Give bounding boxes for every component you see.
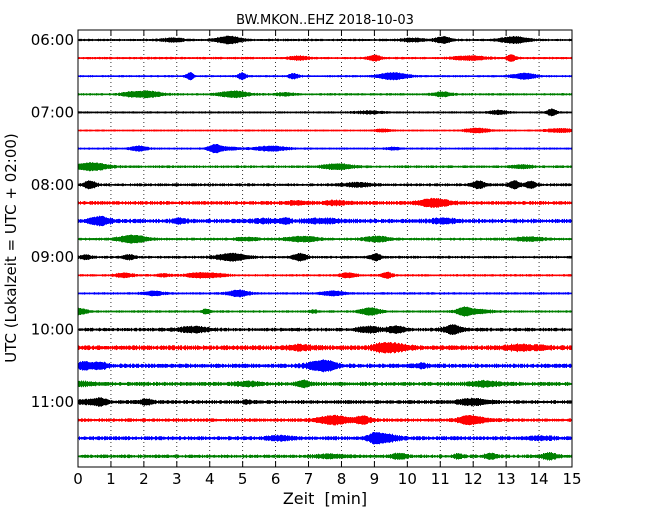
y-tick-label: 06:00	[31, 31, 74, 49]
x-tick-label: 7	[304, 470, 314, 488]
x-tick-label: 0	[73, 470, 83, 488]
x-tick-label: 10	[398, 470, 417, 488]
y-tick-label: 07:00	[31, 103, 74, 121]
trace-group	[78, 35, 572, 461]
x-tick-label: 1	[106, 470, 116, 488]
y-axis-label: UTC (Lokalzeit = UTC + 02:00)	[2, 133, 20, 363]
grid-lines	[110, 30, 540, 467]
x-axis-label: Zeit [min]	[283, 489, 367, 508]
x-tick-label: 14	[530, 470, 549, 488]
x-tick-label: 13	[497, 470, 516, 488]
y-tick-label: 08:00	[31, 176, 74, 194]
y-tick-label: 11:00	[31, 393, 74, 411]
x-tick-label: 9	[370, 470, 380, 488]
x-tick-label: 11	[431, 470, 450, 488]
x-tick-label: 4	[205, 470, 215, 488]
y-tick-label: 10:00	[31, 321, 74, 339]
x-tick-label: 3	[172, 470, 182, 488]
y-tick-label: 09:00	[31, 248, 74, 266]
plot-frame	[77, 29, 573, 468]
x-tick-label: 6	[271, 470, 281, 488]
chart-title: BW.MKON..EHZ 2018-10-03	[236, 13, 414, 28]
x-tick-label: 5	[238, 470, 248, 488]
x-tick-label: 12	[464, 470, 483, 488]
x-tick-label: 15	[562, 470, 581, 488]
x-axis: 0 1 2 3 4 5 6 7 8 9 10 11 12 13 14 15	[73, 30, 582, 488]
x-tick-label: 8	[337, 470, 347, 488]
x-tick-label: 2	[139, 470, 149, 488]
y-axis: 06:00 07:00 08:00 09:00 10:00 11:00	[31, 31, 572, 411]
